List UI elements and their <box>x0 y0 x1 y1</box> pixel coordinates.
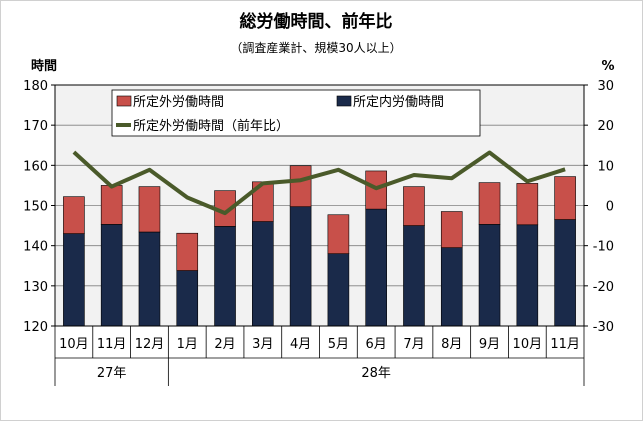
bar-scheduled-hours <box>252 221 274 327</box>
category-label: 4月 <box>290 337 311 352</box>
bars <box>63 165 576 327</box>
bar-overtime-hours <box>176 232 199 271</box>
axis-ticks: 120 130 140 150 160 170 180 -30 -20 -10 0 10 20 30 <box>23 79 614 335</box>
right-tick-label: -30 <box>593 320 614 335</box>
bar-scheduled-hours <box>440 247 463 327</box>
bar-overtime-hours <box>327 214 350 254</box>
legend-label-overtime: 所定外労働時間 <box>133 95 224 110</box>
bar-overtime-hours <box>100 185 123 225</box>
line-overtime-ratio <box>72 150 566 216</box>
right-tick-label: -20 <box>593 280 614 295</box>
category-label: 1月 <box>177 337 198 352</box>
bar-scheduled-hours <box>100 224 123 327</box>
bar-overtime-hours <box>289 165 312 208</box>
bar-scheduled-hours <box>516 224 539 327</box>
bar-overtime-hours <box>403 186 425 226</box>
right-tick-label: -10 <box>593 240 614 255</box>
bar-overtime-hours <box>138 186 161 233</box>
bar-scheduled-hours <box>63 233 85 327</box>
right-tick-label: 30 <box>597 79 614 94</box>
year-group-label: 27年 <box>97 366 127 381</box>
category-label: 11月 <box>550 337 580 352</box>
category-label: 12月 <box>135 337 165 352</box>
bar-scheduled-hours <box>478 224 501 327</box>
bar-overtime-hours <box>516 183 539 226</box>
ratio-line <box>72 150 566 216</box>
bar-scheduled-hours <box>138 231 161 327</box>
bar-overtime-hours <box>63 196 85 234</box>
category-label: 10月 <box>513 337 543 352</box>
left-tick-label: 150 <box>23 200 48 215</box>
bar-scheduled-hours <box>365 208 387 327</box>
left-tick-label: 130 <box>23 280 48 295</box>
legend-swatch-overtime <box>116 95 132 107</box>
legend-label-ratio: 所定外労働時間（前年比） <box>133 118 289 134</box>
right-tick-label: 10 <box>597 159 614 174</box>
left-tick-label: 170 <box>23 119 48 134</box>
year-group-label: 28年 <box>361 366 391 381</box>
bar-overtime-hours <box>478 182 501 225</box>
category-label: 10月 <box>59 337 89 352</box>
bar-scheduled-hours <box>214 226 236 327</box>
bar-overtime-hours <box>440 211 463 248</box>
bar-scheduled-hours <box>176 270 199 327</box>
right-axis-unit: % <box>601 59 614 74</box>
category-label: 2月 <box>214 337 235 352</box>
left-tick-label: 180 <box>23 79 48 94</box>
category-label: 6月 <box>366 337 387 352</box>
category-label: 9月 <box>479 337 500 352</box>
chart-title: 総労働時間、前年比 <box>240 11 393 32</box>
legend-box <box>111 89 481 137</box>
left-axis-unit: 時間 <box>31 58 57 74</box>
legend-label-scheduled: 所定内労働時間 <box>353 94 444 110</box>
legend-swatch-scheduled <box>336 95 352 107</box>
bar-scheduled-hours <box>327 253 350 327</box>
bar-overtime-hours <box>554 176 576 220</box>
bar-scheduled-hours <box>403 225 425 327</box>
right-tick-label: 0 <box>606 200 614 215</box>
category-label: 7月 <box>403 337 424 352</box>
bar-scheduled-hours <box>554 219 576 327</box>
right-tick-label: 20 <box>597 119 614 134</box>
category-label: 3月 <box>252 337 273 352</box>
category-label: 8月 <box>441 337 462 352</box>
left-tick-label: 140 <box>23 240 48 255</box>
left-tick-label: 120 <box>23 320 48 335</box>
legend: 所定外労働時間 所定内労働時間 所定外労働時間（前年比） <box>111 89 481 137</box>
category-label: 11月 <box>97 337 127 352</box>
chart-subtitle: （調査産業計、規模30人以上） <box>230 40 401 55</box>
category-label: 5月 <box>328 337 349 352</box>
left-tick-label: 160 <box>23 159 48 174</box>
category-axis: 10月 11月 12月 1月 2月 3月 4月 5月 6月 7月 8月 9月 10月 11月 27年 28年 <box>54 326 585 386</box>
bar-scheduled-hours <box>289 206 312 327</box>
